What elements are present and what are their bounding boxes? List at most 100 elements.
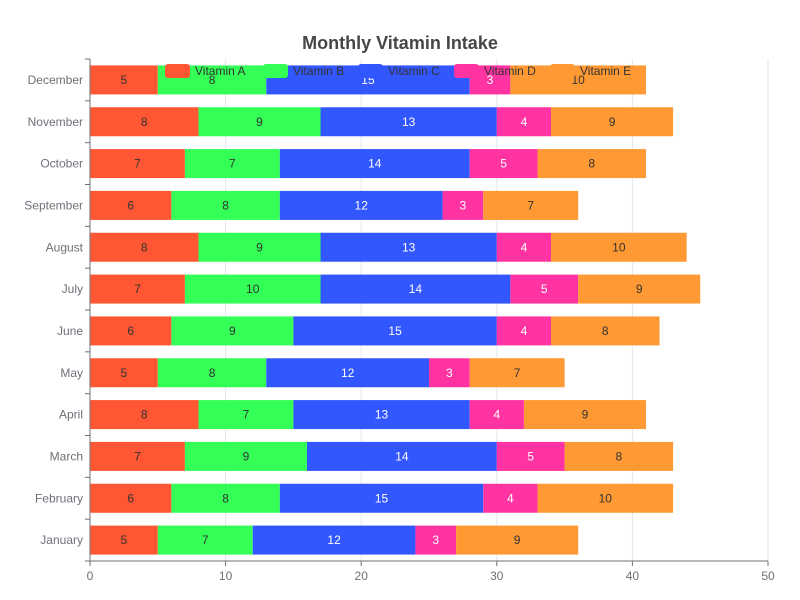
bar-segment[interactable] xyxy=(496,107,552,137)
bar-segment[interactable] xyxy=(157,525,253,555)
bar-segment[interactable] xyxy=(90,149,185,179)
legend-item[interactable]: Vitamin B xyxy=(263,64,344,78)
legend-item[interactable]: Vitamin D xyxy=(454,64,536,78)
bar-segment[interactable] xyxy=(320,232,497,262)
bar-segment[interactable] xyxy=(90,358,158,388)
bar-value-label: 10 xyxy=(571,73,585,87)
legend-item[interactable]: Vitamin C xyxy=(358,64,440,78)
bar-segment[interactable] xyxy=(293,400,470,430)
bar-segment[interactable] xyxy=(90,65,158,95)
bar-value-label: 3 xyxy=(460,198,467,212)
bar-segment[interactable] xyxy=(415,525,457,555)
bar-value-label: 3 xyxy=(432,533,439,547)
bar-segment[interactable] xyxy=(537,483,674,513)
x-tick-label: 0 xyxy=(87,569,94,583)
bar-value-label: 14 xyxy=(395,449,409,463)
bar-value-label: 9 xyxy=(582,408,589,422)
x-tick-label: 30 xyxy=(490,569,504,583)
bar-segment[interactable] xyxy=(320,107,497,137)
bar-value-label: 15 xyxy=(388,324,402,338)
bar-value-label: 4 xyxy=(521,115,528,129)
bar-value-label: 5 xyxy=(527,449,534,463)
bar-segment[interactable] xyxy=(171,190,280,220)
bar-segment[interactable] xyxy=(442,190,484,220)
legend-label: Vitamin C xyxy=(388,64,440,78)
x-tick-label: 20 xyxy=(355,569,369,583)
bar-value-label: 13 xyxy=(402,240,416,254)
x-tick-label: 40 xyxy=(626,569,640,583)
y-tick-label: May xyxy=(60,366,83,380)
bar-segment[interactable] xyxy=(171,483,280,513)
bar-segment[interactable] xyxy=(184,441,307,471)
bar-segment[interactable] xyxy=(252,525,416,555)
bar-value-label: 9 xyxy=(636,282,643,296)
bar-segment[interactable] xyxy=(306,441,497,471)
bar-segment[interactable] xyxy=(496,441,565,471)
bar-segment[interactable] xyxy=(90,274,185,304)
bar-value-label: 6 xyxy=(127,324,134,338)
bar-segment[interactable] xyxy=(90,483,172,513)
bar-segment[interactable] xyxy=(90,525,158,555)
bar-segment[interactable] xyxy=(90,190,172,220)
bar-segment[interactable] xyxy=(496,232,552,262)
bar-value-label: 7 xyxy=(134,157,141,171)
bar-segment[interactable] xyxy=(510,65,646,95)
bar-segment[interactable] xyxy=(523,400,646,430)
bar-segment[interactable] xyxy=(171,316,294,346)
bar-segment[interactable] xyxy=(293,316,497,346)
legend[interactable]: Vitamin A Vitamin B Vitamin C Vitamin D Vita… xyxy=(165,64,631,78)
bar-segment[interactable] xyxy=(90,400,199,430)
bar-segment[interactable] xyxy=(469,149,538,179)
bar-segment[interactable] xyxy=(551,232,687,262)
bar-segment[interactable] xyxy=(537,149,646,179)
bar-segment[interactable] xyxy=(320,274,511,304)
bar-segment[interactable] xyxy=(429,358,470,388)
legend-swatch xyxy=(358,64,383,78)
bar-segment[interactable] xyxy=(90,316,172,346)
bar-segment[interactable] xyxy=(266,358,429,388)
bar-segment[interactable] xyxy=(184,149,280,179)
bar-value-label: 12 xyxy=(327,533,341,547)
bar-segment[interactable] xyxy=(483,483,538,513)
bar-segment[interactable] xyxy=(184,274,321,304)
bar-segment[interactable] xyxy=(90,107,199,137)
bar-segment[interactable] xyxy=(510,274,579,304)
bar-segment[interactable] xyxy=(469,400,524,430)
bar-segment[interactable] xyxy=(496,316,552,346)
bar-value-label: 9 xyxy=(229,324,236,338)
bar-value-label: 3 xyxy=(487,73,494,87)
bar-value-label: 5 xyxy=(500,157,507,171)
bar-value-label: 4 xyxy=(521,240,528,254)
bar-segment[interactable] xyxy=(279,149,470,179)
y-tick-label: March xyxy=(50,449,83,463)
bar-segment[interactable] xyxy=(90,441,185,471)
bar-value-label: 12 xyxy=(341,366,355,380)
bar-segment[interactable] xyxy=(198,400,294,430)
bar-segment[interactable] xyxy=(198,232,321,262)
bar-segment[interactable] xyxy=(157,358,267,388)
bar-value-label: 10 xyxy=(612,240,626,254)
bar-value-label: 8 xyxy=(615,449,622,463)
bar-segment[interactable] xyxy=(198,107,321,137)
bar-segment[interactable] xyxy=(483,190,579,220)
bar-value-label: 7 xyxy=(243,408,250,422)
legend-label: Vitamin A xyxy=(195,64,245,78)
bar-segment[interactable] xyxy=(551,107,674,137)
bar-segment[interactable] xyxy=(90,232,199,262)
bar-segment[interactable] xyxy=(279,483,484,513)
bar-segment[interactable] xyxy=(578,274,701,304)
bar-segment[interactable] xyxy=(279,190,443,220)
bar-value-label: 14 xyxy=(368,157,382,171)
bar-segment[interactable] xyxy=(551,316,660,346)
legend-swatch xyxy=(263,64,288,78)
legend-item[interactable]: Vitamin E xyxy=(550,64,631,78)
bar-segment[interactable] xyxy=(456,525,579,555)
legend-item[interactable]: Vitamin A xyxy=(165,64,245,78)
bar-value-label: 7 xyxy=(134,449,141,463)
bar-segment[interactable] xyxy=(469,358,565,388)
bar-segment[interactable] xyxy=(564,441,674,471)
bar-value-label: 10 xyxy=(246,282,260,296)
bar-value-label: 8 xyxy=(209,366,216,380)
bar-value-label: 9 xyxy=(256,240,263,254)
